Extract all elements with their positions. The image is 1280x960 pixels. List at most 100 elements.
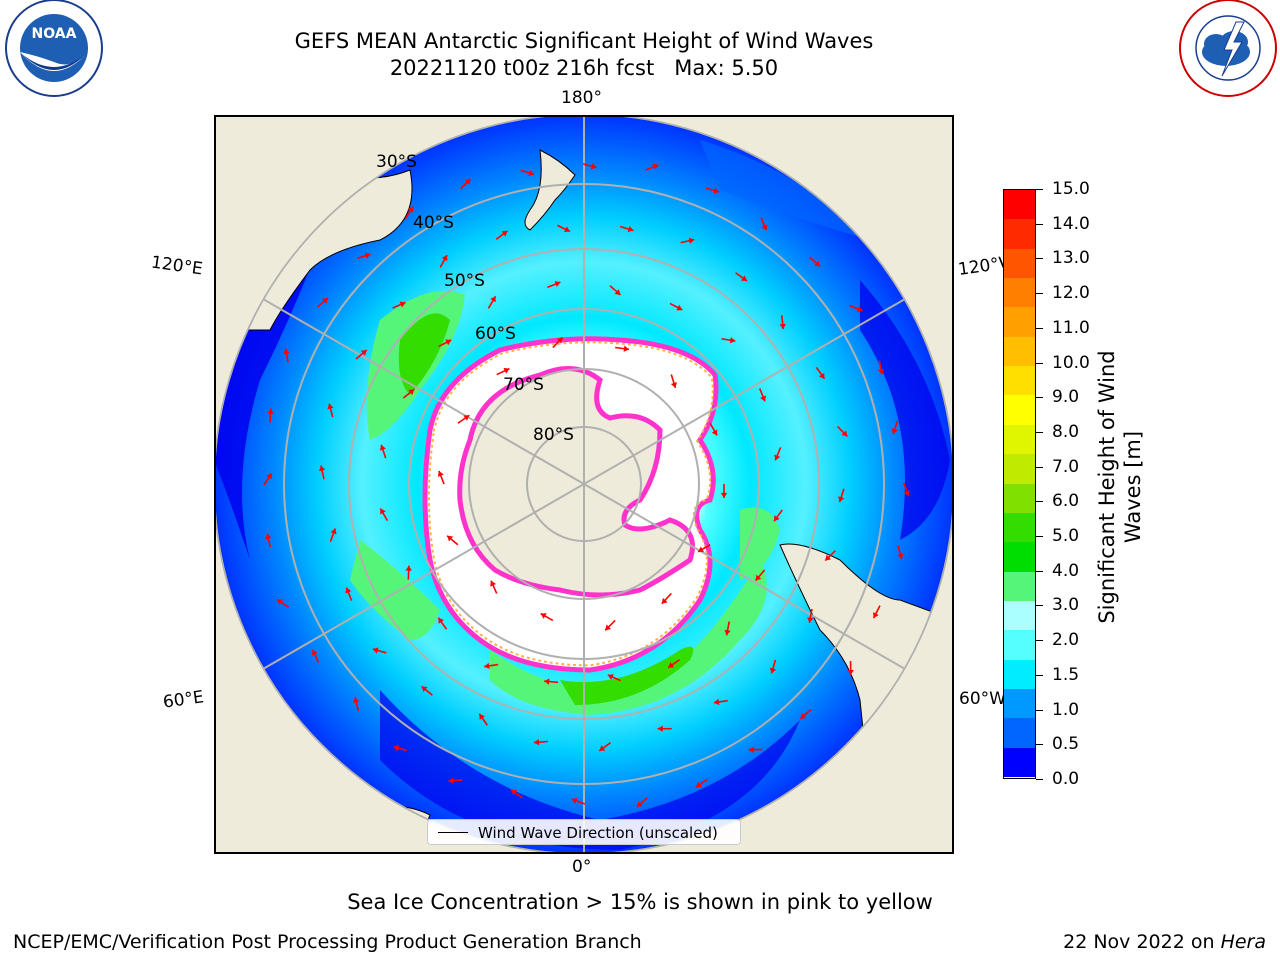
wind-arrow-head — [729, 337, 736, 344]
wind-arrow-head — [353, 697, 360, 703]
wind-arrow-head — [599, 745, 606, 751]
colorbar-tick — [1036, 258, 1043, 260]
wind-arrow-head — [266, 473, 272, 480]
colorbar-segment — [1004, 278, 1035, 308]
wind-arrow-head — [627, 226, 634, 233]
wind-arrow-head — [448, 777, 454, 784]
wind-arrow-head — [748, 746, 754, 753]
colorbar-segment — [1004, 336, 1035, 367]
colorbar-segment — [1004, 483, 1035, 514]
wind-arrow-head — [605, 624, 612, 631]
wind-arrow-head — [847, 669, 854, 676]
map-subtitle: 20221120 t00z 216h fcst Max: 5.50 — [389, 56, 779, 80]
wind-wave-arrows — [263, 163, 910, 808]
wind-arrow-head — [267, 408, 274, 414]
new-zealand-land — [524, 149, 576, 231]
wind-arrow-head — [903, 490, 910, 497]
wind-arrow-head — [818, 372, 825, 379]
wind-arrow-head — [614, 289, 621, 295]
wind-arrow-head — [774, 454, 781, 461]
colorbar-tick-label: 0.5 — [1052, 734, 1080, 755]
wind-arrow-head — [897, 553, 904, 560]
colorbar-tick — [1036, 223, 1043, 225]
colorbar-segment — [1004, 366, 1035, 396]
wind-arrow-head — [623, 345, 630, 352]
wind-arrow-head — [399, 301, 406, 308]
wind-arrow-head — [571, 797, 578, 804]
wind-arrow-head — [652, 163, 659, 170]
wind-arrow-head — [327, 403, 334, 410]
wind-arrow-head — [283, 348, 290, 355]
footer-machine: Hera — [1220, 931, 1266, 953]
wind-arrow-head — [265, 533, 272, 540]
wind-arrow-head — [774, 515, 780, 522]
wind-arrow-head — [372, 647, 379, 654]
wind-arrow-head — [484, 662, 490, 670]
sea-ice — [422, 336, 719, 673]
colorbar-segment — [1004, 542, 1035, 573]
colorbar-tick-label: 3.0 — [1052, 595, 1080, 616]
noaa-logo: NOAA — [2, 0, 106, 100]
wind-arrow-head — [711, 429, 718, 436]
wind-arrow-head — [503, 367, 510, 374]
wind-arrow-head — [490, 296, 496, 303]
colorbar-tick — [1036, 640, 1043, 642]
lat-label-30s: 30°S — [376, 152, 417, 172]
meridians — [262, 117, 906, 852]
wind-arrow-head — [713, 698, 720, 706]
colorbar-segment — [1004, 571, 1035, 602]
wind-arrow-head — [807, 617, 814, 623]
sea-ice-note: Sea Ice Concentration > 15% is shown in … — [347, 890, 933, 914]
wind-arrow-head — [761, 224, 768, 231]
wind-arrow-head — [720, 492, 728, 498]
colorbar-tick-label: 1.0 — [1052, 699, 1080, 720]
polar-map — [214, 115, 954, 854]
wind-arrow-head — [698, 546, 705, 553]
lat-label-40s: 40°S — [413, 213, 454, 233]
colorbar-segment — [1004, 512, 1035, 543]
wind-arrow-head — [330, 528, 337, 535]
legend-line-swatch — [438, 832, 468, 833]
colorbar-tick — [1036, 431, 1043, 433]
wind-arrow-head — [825, 554, 832, 561]
wind-arrow-head — [724, 629, 731, 636]
wind-arrow-head — [740, 275, 747, 281]
colorbar-tick — [1036, 674, 1043, 676]
colorbar — [1003, 189, 1036, 779]
wind-arrow-head — [447, 535, 454, 542]
wind-arrow-head — [318, 465, 326, 472]
wind-arrow-head — [501, 230, 508, 237]
wind-arrow-head — [779, 323, 786, 330]
colorbar-tick — [1036, 397, 1043, 399]
colorbar-tick-label: 8.0 — [1052, 421, 1080, 442]
wind-arrow-head — [528, 169, 535, 177]
wind-arrow-head — [379, 444, 386, 451]
wind-arrow-head — [755, 574, 762, 581]
wind-arrow-head — [760, 395, 767, 402]
colorbar-segment — [1004, 424, 1035, 455]
ocean-field — [216, 117, 952, 852]
colorbar-segment — [1004, 454, 1035, 484]
wind-arrow-head — [668, 662, 675, 668]
colorbar-tick-label: 5.0 — [1052, 526, 1080, 547]
lon-label-60e: 60°E — [161, 687, 206, 713]
lat-label-80s: 80°S — [533, 425, 574, 445]
colorbar-tick-label: 0.0 — [1052, 769, 1080, 789]
wind-arrow-head — [345, 587, 352, 594]
colorbar-segment — [1004, 659, 1035, 690]
wind-arrow-head — [540, 613, 547, 619]
colorbar-segment — [1004, 219, 1035, 250]
wind-arrow-head — [445, 339, 452, 346]
wind-arrow-head — [676, 304, 683, 311]
lon-label-60w: 60°W — [959, 689, 1006, 709]
footer-credit: NCEP/EMC/Verification Post Processing Pr… — [13, 931, 642, 953]
colorbar-segment — [1004, 248, 1035, 279]
wind-arrow-head — [856, 305, 863, 312]
wind-arrow-head — [554, 281, 561, 288]
lon-label-180: 180° — [561, 88, 602, 108]
wind-arrow-head — [661, 597, 668, 604]
wind-arrow-head — [695, 781, 702, 788]
colorbar-tick — [1036, 362, 1043, 364]
colorbar-tick-label: 15.0 — [1052, 179, 1090, 199]
colorbar-tick-label: 7.0 — [1052, 456, 1080, 477]
